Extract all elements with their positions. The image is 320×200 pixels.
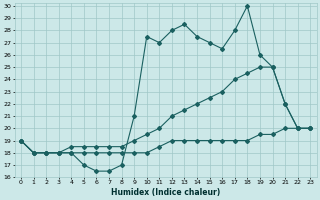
X-axis label: Humidex (Indice chaleur): Humidex (Indice chaleur) xyxy=(111,188,220,197)
